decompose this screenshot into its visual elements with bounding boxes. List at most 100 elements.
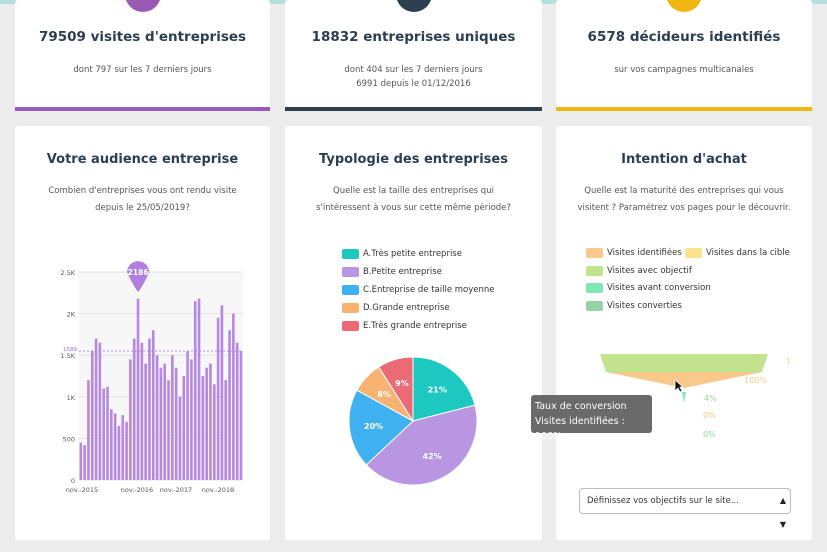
bar xyxy=(117,425,121,480)
funnel-segment xyxy=(606,372,762,388)
bar xyxy=(94,338,98,480)
select-value: Définissez vos objectifs sur le site... xyxy=(587,496,739,506)
y-tick-label: 2K xyxy=(67,311,76,319)
pie-slice xyxy=(348,389,414,466)
pie-label: 42% xyxy=(423,452,442,461)
stat-title: 6578 décideurs identifiés xyxy=(587,29,781,45)
x-tick-label: nov.-2017 xyxy=(160,486,192,494)
legend-label: E.Très grande entreprise xyxy=(363,321,467,331)
bar xyxy=(159,367,163,480)
stat-title: 18832 entreprises uniques xyxy=(311,29,516,45)
tooltip-line-2: Visites identifiées : 100% xyxy=(535,416,625,442)
legend-item[interactable]: Visites avant conversion xyxy=(586,282,711,294)
legend-item[interactable]: C.Entreprise de taille moyenne xyxy=(342,284,495,296)
legend-label: Visites dans la cible xyxy=(706,248,790,258)
legend-item[interactable]: D.Grande entreprise xyxy=(342,302,450,314)
select-caret-icon: ▲ ▼ xyxy=(779,496,786,529)
stat-color-bar xyxy=(15,107,270,111)
panel-description: Quelle est la maturité des entreprises q… xyxy=(577,186,791,213)
bar xyxy=(140,342,144,480)
y-tick-label: 0 xyxy=(71,477,75,485)
bar xyxy=(110,409,113,480)
x-tick-label: nov.-2015 xyxy=(66,486,98,494)
bar xyxy=(205,367,208,480)
bar xyxy=(235,342,239,480)
max-value-marker: 2186 xyxy=(127,261,150,293)
legend-item[interactable]: B.Petite entreprise xyxy=(342,266,442,278)
pie-slice xyxy=(412,356,476,422)
funnel-label: 1 xyxy=(786,357,791,366)
objectives-select[interactable]: Définissez vos objectifs sur le site... … xyxy=(579,488,791,529)
legend-item[interactable]: A.Très petite entreprise xyxy=(342,248,462,260)
legend-swatch xyxy=(342,284,359,295)
stat-subtitle: dont 404 sur les 7 derniers jours 6991 de… xyxy=(344,65,483,89)
audience-bar-chart[interactable]: 0 500 1K 1.5K 2K 2.5K 1589 nov.-2015 nov.-2016 no… xyxy=(15,126,270,540)
bar xyxy=(121,415,125,480)
bar xyxy=(136,298,140,480)
funnel-label: 0% xyxy=(703,430,716,439)
bar xyxy=(193,301,197,480)
legend-label: Visites avec objectif xyxy=(607,266,692,276)
funnel-segment xyxy=(682,392,686,403)
legend-item[interactable]: Visites avec objectif xyxy=(586,265,692,277)
x-tick-label: nov.-2016 xyxy=(121,486,153,494)
bar xyxy=(148,338,151,480)
legend-label: Visites identifiées xyxy=(607,248,682,258)
stat-subtitle: sur vos campagnes multicanales xyxy=(614,65,754,75)
bar xyxy=(174,367,178,480)
legend-item[interactable]: Visites converties xyxy=(586,300,682,312)
mouse-cursor-icon xyxy=(674,379,684,393)
bar xyxy=(171,355,174,480)
chart-tooltip: Taux de conversion Visites identifiées :… xyxy=(531,395,652,442)
stat-title: 79509 visites d'entreprises xyxy=(38,29,247,45)
bar xyxy=(178,396,182,480)
pie-label: 9% xyxy=(395,379,409,388)
stat-icon-circle xyxy=(666,0,702,12)
bar xyxy=(190,359,193,480)
bar xyxy=(155,355,159,480)
panel-audience: Votre audience entreprise Combien d'entr… xyxy=(15,126,270,540)
bar xyxy=(239,351,243,480)
panel-typologie: Typologie des entreprises Quelle est la … xyxy=(285,126,542,540)
bar xyxy=(212,384,216,480)
pie-slice xyxy=(378,356,414,423)
bar xyxy=(125,421,128,480)
legend-label: Visites converties xyxy=(607,301,682,311)
panel-title: Intention d'achat xyxy=(621,152,747,167)
bar xyxy=(83,445,86,480)
bar xyxy=(167,380,170,480)
marker-pin xyxy=(127,261,150,293)
y-tick-label: 2.5K xyxy=(60,269,75,277)
stat-card-visites: 79509 visites d'entreprises dont 797 sur… xyxy=(15,0,270,111)
bar xyxy=(106,386,109,480)
legend-item[interactable]: Visites dans la cible xyxy=(685,247,790,259)
legend-swatch xyxy=(342,302,359,313)
stat-subtitle: dont 797 sur les 7 derniers jours xyxy=(73,65,212,75)
bar xyxy=(224,380,228,480)
stat-color-bar xyxy=(556,107,812,111)
stat-card-entreprises: 18832 entreprises uniques dont 404 sur l… xyxy=(285,0,542,111)
bar xyxy=(209,363,212,480)
stat-card-decideurs: 6578 décideurs identifiés sur vos campag… xyxy=(556,0,812,111)
funnel-label: 4% xyxy=(704,394,717,403)
legend-swatch xyxy=(586,247,603,258)
tooltip-line-1: Taux de conversion xyxy=(535,401,627,412)
legend-item[interactable]: E.Très grande entreprise xyxy=(342,320,467,332)
bar xyxy=(186,351,189,480)
bar xyxy=(144,363,147,480)
legend-label: A.Très petite entreprise xyxy=(363,249,462,259)
average-label: 1589 xyxy=(63,347,77,353)
bar xyxy=(132,338,136,480)
legend-label: Visites avant conversion xyxy=(607,283,711,293)
legend-item[interactable]: Visites identifiées xyxy=(586,247,682,259)
legend-swatch xyxy=(586,282,603,293)
intention-funnel-chart[interactable]: 1 100% 4% 0% 0% xyxy=(556,126,812,540)
bar xyxy=(163,363,167,480)
typologie-pie-chart[interactable]: 21% 42% 20% 8% 9% xyxy=(285,126,542,540)
legend-label: D.Grande entreprise xyxy=(363,303,450,313)
pie-label: 8% xyxy=(377,390,391,399)
panel-intention: Intention d'achat Quelle est la maturité… xyxy=(556,126,812,540)
pie-slice xyxy=(365,404,478,486)
panel-title: Typologie des entreprises xyxy=(319,152,508,167)
legend-swatch xyxy=(342,266,359,277)
